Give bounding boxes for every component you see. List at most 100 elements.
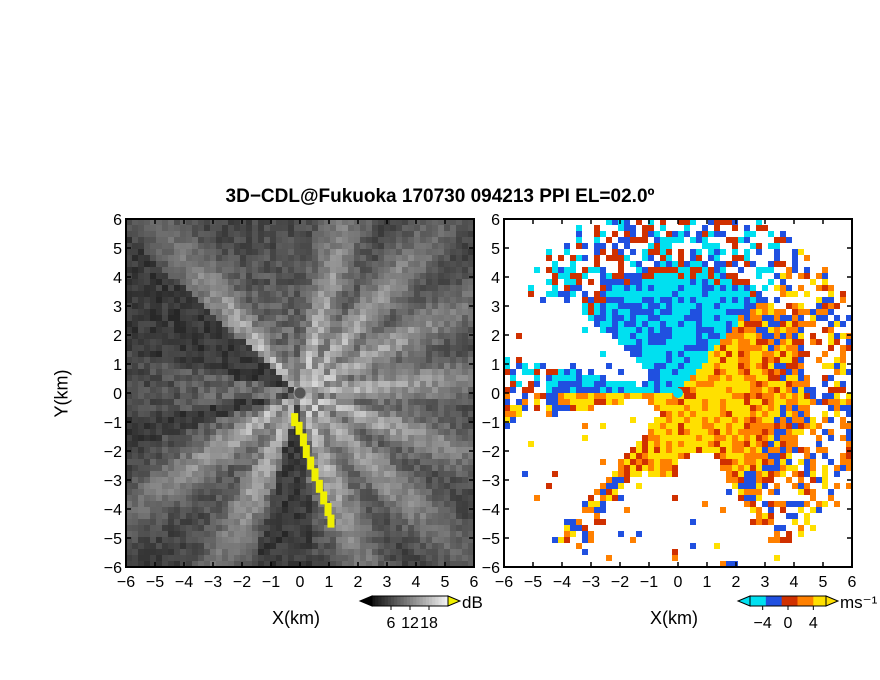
intensity-cell xyxy=(372,309,378,315)
intensity-cell xyxy=(246,357,252,363)
intensity-cell xyxy=(198,321,204,327)
intensity-cell xyxy=(276,471,282,477)
intensity-cell xyxy=(192,387,198,393)
intensity-cell xyxy=(408,435,414,441)
intensity-cell xyxy=(276,399,282,405)
intensity-cell xyxy=(180,441,186,447)
velocity-cell xyxy=(678,267,684,273)
intensity-cell xyxy=(198,447,204,453)
velocity-cell xyxy=(636,309,642,315)
intensity-cell xyxy=(456,249,462,255)
velocity-cell xyxy=(630,339,636,345)
intensity-cell xyxy=(390,537,396,543)
intensity-cell xyxy=(372,399,378,405)
intensity-cell xyxy=(450,321,456,327)
velocity-cell xyxy=(522,399,528,405)
intensity-cell xyxy=(330,285,336,291)
intensity-cell xyxy=(312,525,318,531)
intensity-cell xyxy=(264,279,270,285)
intensity-cell xyxy=(450,429,456,435)
intensity-cell xyxy=(150,531,156,537)
intensity-cell xyxy=(342,555,348,561)
intensity-cell xyxy=(384,333,390,339)
velocity-cell xyxy=(696,369,702,375)
intensity-cell xyxy=(252,357,258,363)
intensity-cell xyxy=(360,465,366,471)
intensity-cell xyxy=(450,309,456,315)
intensity-cell xyxy=(354,249,360,255)
intensity-cell xyxy=(186,495,192,501)
intensity-cell xyxy=(318,405,324,411)
intensity-cell xyxy=(414,447,420,453)
velocity-cell xyxy=(684,387,690,393)
velocity-cell xyxy=(708,405,714,411)
intensity-cell xyxy=(126,279,132,285)
intensity-cell xyxy=(240,231,246,237)
intensity-cell xyxy=(174,405,180,411)
intensity-cell xyxy=(456,237,462,243)
intensity-cell xyxy=(372,351,378,357)
intensity-cell xyxy=(348,231,354,237)
velocity-cell xyxy=(720,453,726,459)
intensity-cell xyxy=(282,507,288,513)
velocity-cell xyxy=(768,243,774,249)
velocity-cell xyxy=(822,327,828,333)
intensity-cell xyxy=(270,543,276,549)
velocity-cell xyxy=(654,459,660,465)
intensity-cell xyxy=(198,219,204,225)
velocity-cell xyxy=(654,351,660,357)
intensity-cell xyxy=(186,519,192,525)
intensity-cell xyxy=(204,243,210,249)
intensity-cell xyxy=(324,327,330,333)
velocity-cell xyxy=(618,477,624,483)
intensity-cell xyxy=(300,237,306,243)
velocity-cell xyxy=(714,543,720,549)
intensity-cell xyxy=(288,237,294,243)
intensity-cell xyxy=(144,507,150,513)
velocity-cell xyxy=(702,387,708,393)
intensity-cell xyxy=(270,423,276,429)
intensity-cell xyxy=(156,291,162,297)
velocity-cell xyxy=(768,447,774,453)
velocity-cell xyxy=(612,471,618,477)
intensity-cell xyxy=(306,495,312,501)
intensity-cell xyxy=(348,495,354,501)
intensity-cell xyxy=(246,267,252,273)
velocity-cell xyxy=(744,231,750,237)
intensity-cell xyxy=(402,513,408,519)
intensity-cell xyxy=(276,459,282,465)
intensity-cell xyxy=(288,399,294,405)
velocity-cell xyxy=(606,237,612,243)
intensity-cell xyxy=(420,219,426,225)
intensity-cell xyxy=(366,393,372,399)
velocity-cell xyxy=(726,321,732,327)
intensity-cell xyxy=(384,399,390,405)
intensity-cell xyxy=(288,387,294,393)
intensity-cell xyxy=(234,345,240,351)
intensity-cell xyxy=(366,477,372,483)
intensity-cell xyxy=(432,489,438,495)
intensity-cell xyxy=(180,459,186,465)
velocity-cell xyxy=(744,459,750,465)
velocity-cell xyxy=(678,429,684,435)
intensity-cell xyxy=(156,357,162,363)
intensity-cell xyxy=(294,543,300,549)
velocity-cell xyxy=(678,363,684,369)
velocity-cell xyxy=(552,261,558,267)
intensity-cell xyxy=(222,519,228,525)
velocity-cell xyxy=(720,375,726,381)
velocity-cell xyxy=(780,273,786,279)
velocity-cell xyxy=(762,345,768,351)
intensity-cell xyxy=(360,495,366,501)
velocity-cell xyxy=(762,297,768,303)
intensity-cell xyxy=(420,441,426,447)
intensity-cell xyxy=(258,327,264,333)
intensity-cell xyxy=(360,525,366,531)
intensity-cell xyxy=(270,537,276,543)
intensity-cell xyxy=(246,387,252,393)
intensity-cell xyxy=(138,225,144,231)
intensity-cell xyxy=(156,411,162,417)
intensity-cell xyxy=(384,519,390,525)
intensity-cell xyxy=(450,357,456,363)
velocity-cell xyxy=(522,363,528,369)
